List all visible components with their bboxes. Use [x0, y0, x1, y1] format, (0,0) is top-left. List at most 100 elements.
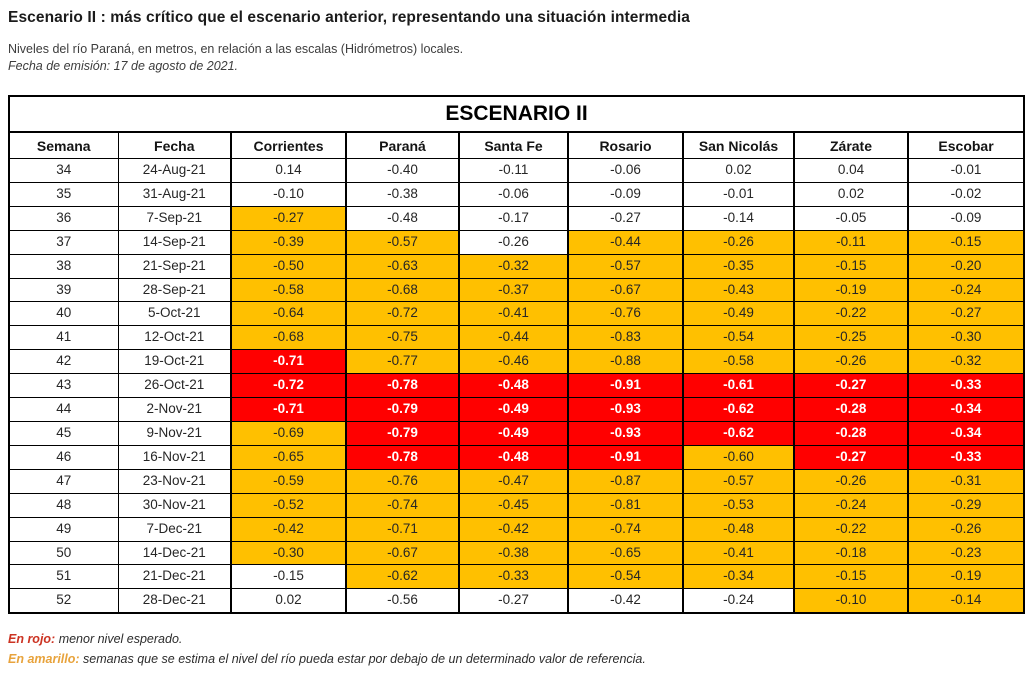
cell-value: -0.17	[458, 205, 569, 231]
cell-value: -0.11	[458, 158, 569, 183]
cell-value: -0.28	[793, 397, 909, 422]
cell-value: -0.57	[682, 468, 795, 494]
cell-semana: 39	[8, 277, 119, 303]
cell-value: -0.20	[906, 253, 1025, 279]
cell-semana: 41	[8, 325, 119, 351]
cell-fecha: 28-Dec-21	[117, 588, 232, 614]
cell-value: -0.49	[458, 420, 569, 446]
cell-value: -0.58	[230, 277, 347, 303]
cell-value: -0.42	[458, 516, 569, 542]
cell-value: -0.54	[682, 325, 795, 351]
cell-semana: 40	[8, 301, 119, 327]
cell-value: -0.48	[682, 516, 795, 542]
cell-value: -0.53	[682, 492, 795, 518]
cell-value: -0.56	[345, 588, 460, 614]
cell-semana: 47	[8, 468, 119, 494]
cell-value: -0.61	[682, 373, 795, 399]
cell-value: -0.19	[793, 277, 909, 303]
legend: En rojo: menor nivel esperado. En amaril…	[8, 632, 1023, 666]
cell-value: -0.57	[567, 253, 684, 279]
cell-semana: 51	[8, 564, 119, 590]
cell-value: -0.28	[793, 420, 909, 446]
table-body: 34 24-Aug-21 0.14 -0.40 -0.11 -0.06 0.02 0.04 -0…	[8, 158, 1025, 614]
cell-value: -0.15	[793, 564, 909, 590]
cell-value: -0.26	[682, 229, 795, 255]
legend-red-text: menor nivel esperado.	[55, 632, 183, 647]
cell-semana: 46	[8, 444, 119, 470]
column-header-santa-fe: Santa Fe	[458, 131, 569, 159]
cell-value: -0.27	[793, 373, 909, 399]
cell-semana: 48	[8, 492, 119, 518]
cell-value: -0.52	[230, 492, 347, 518]
cell-value: -0.67	[567, 277, 684, 303]
cell-value: -0.30	[906, 325, 1025, 351]
cell-semana: 49	[8, 516, 119, 542]
cell-value: 0.04	[793, 158, 909, 183]
cell-value: -0.63	[345, 253, 460, 279]
cell-value: -0.34	[906, 420, 1025, 446]
cell-semana: 43	[8, 373, 119, 399]
table-row: 44 2-Nov-21 -0.71 -0.79 -0.49 -0.93 -0.62 -0.28…	[8, 397, 1025, 422]
cell-value: -0.48	[458, 444, 569, 470]
cell-value: -0.27	[230, 205, 347, 231]
cell-value: -0.48	[345, 205, 460, 231]
cell-value: -0.71	[230, 397, 347, 422]
cell-value: -0.71	[230, 349, 347, 375]
cell-value: -0.87	[567, 468, 684, 494]
cell-value: -0.59	[230, 468, 347, 494]
cell-value: -0.65	[230, 444, 347, 470]
cell-fecha: 21-Dec-21	[117, 564, 232, 590]
cell-value: 0.14	[230, 158, 347, 183]
cell-value: -0.14	[682, 205, 795, 231]
cell-semana: 35	[8, 181, 119, 207]
table-row: 52 28-Dec-21 0.02 -0.56 -0.27 -0.42 -0.24 -0.10…	[8, 588, 1025, 614]
cell-semana: 34	[8, 158, 119, 183]
cell-value: -0.69	[230, 420, 347, 446]
column-header-semana: Semana	[8, 131, 119, 159]
cell-fecha: 14-Dec-21	[117, 540, 232, 566]
cell-value: -0.42	[230, 516, 347, 542]
cell-value: -0.25	[793, 325, 909, 351]
cell-fecha: 31-Aug-21	[117, 181, 232, 207]
table-row: 51 21-Dec-21 -0.15 -0.62 -0.33 -0.54 -0.34 -0.1…	[8, 564, 1025, 590]
table-title-row: ESCENARIO II	[8, 95, 1025, 133]
table-row: 41 12-Oct-21 -0.68 -0.75 -0.44 -0.83 -0.54 -0.2…	[8, 325, 1025, 351]
cell-value: -0.32	[906, 349, 1025, 375]
cell-value: -0.68	[345, 277, 460, 303]
cell-value: -0.79	[345, 420, 460, 446]
cell-value: -0.27	[906, 301, 1025, 327]
cell-value: -0.15	[793, 253, 909, 279]
table-row: 36 7-Sep-21 -0.27 -0.48 -0.17 -0.27 -0.14 -0.05…	[8, 205, 1025, 231]
cell-value: -0.58	[682, 349, 795, 375]
cell-value: -0.62	[682, 420, 795, 446]
cell-value: -0.60	[682, 444, 795, 470]
legend-red-label: En rojo:	[8, 632, 56, 647]
cell-fecha: 26-Oct-21	[117, 373, 232, 399]
cell-value: -0.34	[682, 564, 795, 590]
table-row: 43 26-Oct-21 -0.72 -0.78 -0.48 -0.91 -0.61 -0.2…	[8, 373, 1025, 399]
cell-fecha: 7-Dec-21	[117, 516, 232, 542]
table-head: ESCENARIO II Semana Fecha Corrientes Par…	[8, 95, 1025, 159]
cell-value: -0.38	[458, 540, 569, 566]
cell-value: -0.57	[345, 229, 460, 255]
cell-value: -0.26	[458, 229, 569, 255]
cell-value: -0.62	[682, 397, 795, 422]
cell-value: -0.44	[567, 229, 684, 255]
column-header-san-nicolas: San Nicolás	[682, 131, 795, 159]
cell-value: -0.65	[567, 540, 684, 566]
cell-value: -0.71	[345, 516, 460, 542]
cell-value: -0.75	[345, 325, 460, 351]
cell-value: -0.46	[458, 349, 569, 375]
legend-yellow-line: En amarillo: semanas que se estima el ni…	[8, 652, 1023, 666]
cell-value: -0.41	[458, 301, 569, 327]
cell-fecha: 5-Oct-21	[117, 301, 232, 327]
cell-value: -0.01	[682, 181, 795, 207]
cell-fecha: 12-Oct-21	[117, 325, 232, 351]
cell-value: -0.22	[793, 301, 909, 327]
cell-value: -0.33	[906, 373, 1025, 399]
cell-value: -0.77	[345, 349, 460, 375]
cell-semana: 50	[8, 540, 119, 566]
table-row: 39 28-Sep-21 -0.58 -0.68 -0.37 -0.67 -0.43 -0.1…	[8, 277, 1025, 303]
cell-value: -0.09	[906, 205, 1025, 231]
cell-value: -0.18	[793, 540, 909, 566]
